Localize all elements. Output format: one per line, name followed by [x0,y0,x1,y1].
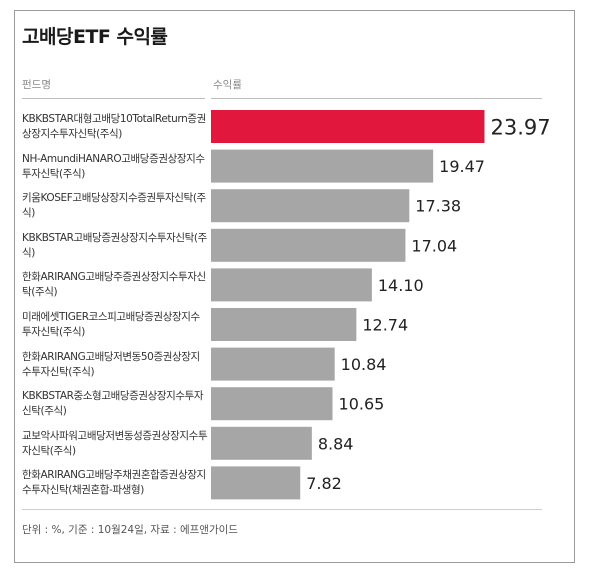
header-divider-left [22,98,205,99]
fund-name-1: KBKBSTAR대형고배당10TotalReturn증권상장지수투자신탁(주식) [22,113,206,140]
fund-name-4: KBKBSTAR고배당증권상장지수투자신탁(주식) [22,231,207,259]
header-divider-right [211,98,542,99]
bar-8 [211,387,333,421]
fund-name-6: 미래에셋TIGER코스피고배당증권상장지수투자신탁(주식) [22,311,200,338]
footnote: 단위 : %, 기준 : 10월24일, 자료 : 에프앤가이드 [22,524,238,536]
bar-3 [211,189,410,223]
bar-7 [211,347,335,381]
bar-6 [211,308,357,341]
value-label-10: 7.82 [306,474,342,493]
value-label-6: 12.74 [362,316,408,335]
fund-name-2: NH-AmundiHANARO고배당증권상장지수투자신탁(주식) [22,152,205,180]
value-label-1: 23.97 [491,116,551,140]
fund-name-9: 교보악사파워고배당저변동성증권상장지수투자신탁(주식) [22,429,208,457]
bar-10 [211,466,301,500]
value-label-5: 14.10 [378,276,424,295]
value-label-4: 17.04 [411,236,457,255]
bar-9 [211,426,312,460]
fund-name-5: 한화ARIRANG고배당주증권상장지수투자신탁(주식) [22,271,206,299]
fund-name-8: KBKBSTAR중소형고배당증권상장지수투자신탁(주식) [22,390,204,418]
value-label-3: 17.38 [415,197,461,216]
bar-1 [211,110,485,143]
fund-name-7: 한화ARIRANG고배당저변동50증권상장지수투자신탁(주식) [22,350,200,378]
fund-column-header: 펀드명 [22,79,51,91]
value-label-9: 8.84 [318,434,354,453]
value-label-2: 19.47 [439,157,485,176]
value-label-8: 10.65 [339,395,385,414]
return-column-header: 수익률 [213,79,242,91]
chart-title: 고배당ETF 수익률 [22,26,168,48]
fund-name-10: 한화ARIRANG고배당주채권혼합증권상장지수투자신탁(채권혼합-파생형) [22,469,206,497]
fund-name-3: 키움KOSEF고배당상장지수증권투자신탁(주식) [22,192,206,220]
bar-4 [211,228,406,262]
bar-2 [211,149,434,183]
value-label-7: 10.84 [341,355,387,374]
footer-divider [22,509,542,510]
bar-5 [211,268,372,302]
